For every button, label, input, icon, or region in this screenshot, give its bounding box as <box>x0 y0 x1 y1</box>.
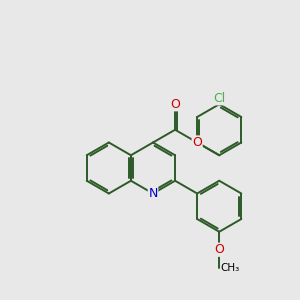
Text: Cl: Cl <box>213 92 225 105</box>
Text: O: O <box>214 243 224 256</box>
Text: O: O <box>170 98 180 111</box>
Text: O: O <box>192 136 202 149</box>
Text: CH₃: CH₃ <box>221 263 240 273</box>
Text: N: N <box>148 187 158 200</box>
